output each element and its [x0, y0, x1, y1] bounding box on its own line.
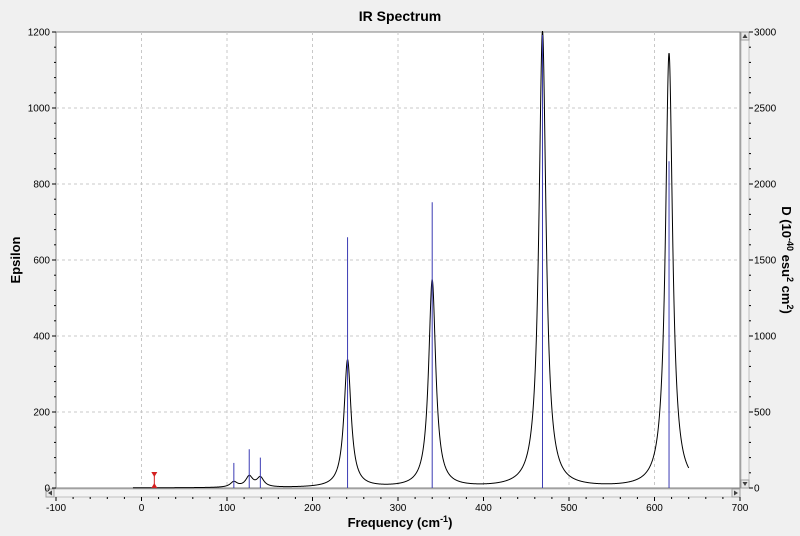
- y-right-title-text: D (10: [779, 206, 794, 238]
- x-tick-label: 200: [304, 503, 321, 514]
- grid-lines: [56, 32, 740, 488]
- x-tick-label: 100: [219, 503, 236, 514]
- x-tick-label: -100: [46, 503, 66, 514]
- stick-layer: [233, 35, 670, 488]
- x-axis-unit-close: ): [448, 515, 452, 530]
- spectrum-line: [132, 31, 690, 489]
- y-tick-label: 400: [33, 332, 50, 343]
- vertical-scrollbar-track[interactable]: [740, 31, 750, 489]
- marker-bottom-handle[interactable]: [151, 483, 158, 488]
- marker-top-handle[interactable]: [151, 472, 158, 478]
- x-tick-label: 400: [475, 503, 492, 514]
- y-right-tick-label: 3000: [754, 28, 777, 39]
- y-right-axis-title: D (10-40 esu2 cm2): [779, 206, 795, 314]
- spectrum-layer: [132, 31, 690, 489]
- y-tick-label: 600: [33, 256, 50, 267]
- y-right-tick-label: 1000: [754, 332, 777, 343]
- y-right-tick-label: 500: [754, 408, 771, 419]
- y-tick-label: 800: [33, 180, 50, 191]
- y-right-tick-label: 1500: [754, 256, 777, 267]
- y-tick-label: 1200: [28, 28, 51, 39]
- y-right-exp-2: 2: [785, 277, 795, 282]
- arrow-right-icon: [734, 490, 738, 496]
- x-tick-label: 300: [390, 503, 407, 514]
- y-right-exp-3: 2: [785, 304, 795, 309]
- arrow-up-icon: [742, 34, 748, 38]
- y-right-tick-label: 2500: [754, 104, 777, 115]
- x-tick-label: 600: [646, 503, 663, 514]
- y-tick-label: 1000: [28, 104, 51, 115]
- y-right-mid-2: cm: [779, 282, 794, 304]
- x-tick-label: 500: [561, 503, 578, 514]
- y-tick-label: 0: [44, 484, 50, 495]
- arrow-down-icon: [742, 482, 748, 486]
- x-axis-unit: (cm: [417, 515, 440, 530]
- x-tick-label: 0: [139, 503, 145, 514]
- y-tick-label: 200: [33, 408, 50, 419]
- y-right-exp-1: -40: [785, 238, 795, 251]
- x-axis-title: Frequency (cm-1): [348, 514, 453, 530]
- x-axis-title-text: Frequency: [348, 515, 415, 530]
- x-tick-label: 700: [732, 503, 749, 514]
- scrollbar-track[interactable]: [45, 488, 741, 498]
- horizontal-scrollbar[interactable]: [45, 488, 741, 498]
- y-right-mid: esu: [779, 251, 794, 277]
- y-right-tick-label: 0: [754, 484, 760, 495]
- y-axis-title: Epsilon: [8, 236, 23, 283]
- marker-layer: [151, 472, 158, 488]
- chart-title: IR Spectrum: [359, 8, 441, 24]
- arrow-left-icon: [48, 490, 52, 496]
- axes: -100 0 100 200 300 400 500 600 700 0 200 400 600 800 1…: [28, 28, 777, 515]
- x-axis-unit-exponent: -1: [440, 514, 448, 524]
- y-right-close: ): [779, 309, 794, 313]
- y-right-tick-label: 2000: [754, 180, 777, 191]
- vertical-scrollbar[interactable]: [740, 31, 750, 489]
